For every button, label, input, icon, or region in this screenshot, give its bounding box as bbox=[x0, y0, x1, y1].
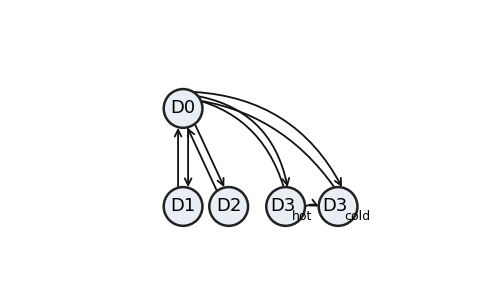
Text: hot: hot bbox=[292, 210, 312, 223]
Text: D2: D2 bbox=[216, 197, 241, 215]
Circle shape bbox=[164, 187, 203, 226]
Text: D3: D3 bbox=[323, 197, 348, 215]
Circle shape bbox=[319, 187, 357, 226]
Text: D0: D0 bbox=[170, 99, 196, 118]
Circle shape bbox=[266, 187, 305, 226]
Text: cold: cold bbox=[344, 210, 370, 223]
Circle shape bbox=[209, 187, 248, 226]
Circle shape bbox=[164, 89, 203, 128]
Text: D1: D1 bbox=[170, 197, 196, 215]
Text: D3: D3 bbox=[270, 197, 296, 215]
